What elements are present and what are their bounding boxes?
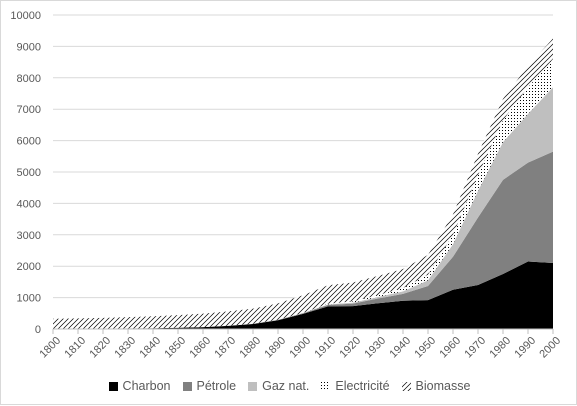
y-tick-label: 9000 (17, 41, 41, 53)
legend-item: Charbon (108, 379, 171, 393)
legend-label: Biomasse (415, 379, 471, 393)
x-tick-label: 1880 (237, 335, 263, 361)
x-tick-label: 1910 (312, 335, 338, 361)
x-tick-label: 1860 (187, 335, 213, 361)
y-tick-label: 7000 (17, 104, 41, 116)
legend-item: Pétrole (182, 379, 237, 393)
x-tick-label: 2000 (537, 335, 563, 361)
x-tick-label: 1840 (137, 335, 163, 361)
x-tick-label: 1950 (412, 335, 438, 361)
legend: Charbon Pétrole Gaz nat. Electricité Biomass… (1, 376, 577, 396)
legend-swatch (108, 381, 118, 391)
legend-swatch (321, 381, 331, 391)
y-tick-label: 8000 (17, 73, 41, 85)
y-tick-label: 1000 (17, 293, 41, 305)
x-tick-label: 1850 (162, 335, 188, 361)
x-tick-label: 1800 (37, 335, 63, 361)
legend-swatch (248, 381, 258, 391)
x-tick-label: 1990 (512, 335, 538, 361)
x-tick-label: 1900 (287, 335, 313, 361)
legend-item: Gaz nat. (248, 379, 309, 393)
x-tick-label: 1960 (437, 335, 463, 361)
legend-label: Pétrole (196, 379, 237, 393)
area-series-4 (53, 38, 553, 329)
x-tick-label: 1980 (487, 335, 513, 361)
x-tick-label: 1940 (387, 335, 413, 361)
legend-item: Biomasse (401, 379, 471, 393)
legend-label: Charbon (122, 379, 171, 393)
x-tick-label: 1890 (262, 335, 288, 361)
y-tick-label: 2000 (17, 261, 41, 273)
legend-label: Electricité (335, 379, 390, 393)
y-tick-label: 10000 (10, 10, 41, 22)
y-tick-label: 5000 (17, 167, 41, 179)
x-tick-label: 1830 (112, 335, 138, 361)
legend-swatch (401, 381, 411, 391)
y-tick-label: 6000 (17, 136, 41, 148)
area-series-0 (53, 261, 553, 329)
y-tick-label: 0 (35, 324, 41, 336)
legend-swatch (182, 381, 192, 391)
x-tick-label: 1870 (212, 335, 238, 361)
stacked-areas (53, 38, 553, 329)
y-tick-label: 4000 (17, 198, 41, 210)
legend-label: Gaz nat. (262, 379, 310, 393)
x-tick-label: 1930 (362, 335, 388, 361)
x-tick-label: 1820 (87, 335, 113, 361)
x-tick-label: 1810 (62, 335, 88, 361)
x-tick-label: 1920 (337, 335, 363, 361)
x-tick-label: 1970 (462, 335, 488, 361)
y-tick-label: 3000 (17, 230, 41, 242)
legend-item: Electricité (321, 379, 390, 393)
grid (53, 14, 553, 299)
